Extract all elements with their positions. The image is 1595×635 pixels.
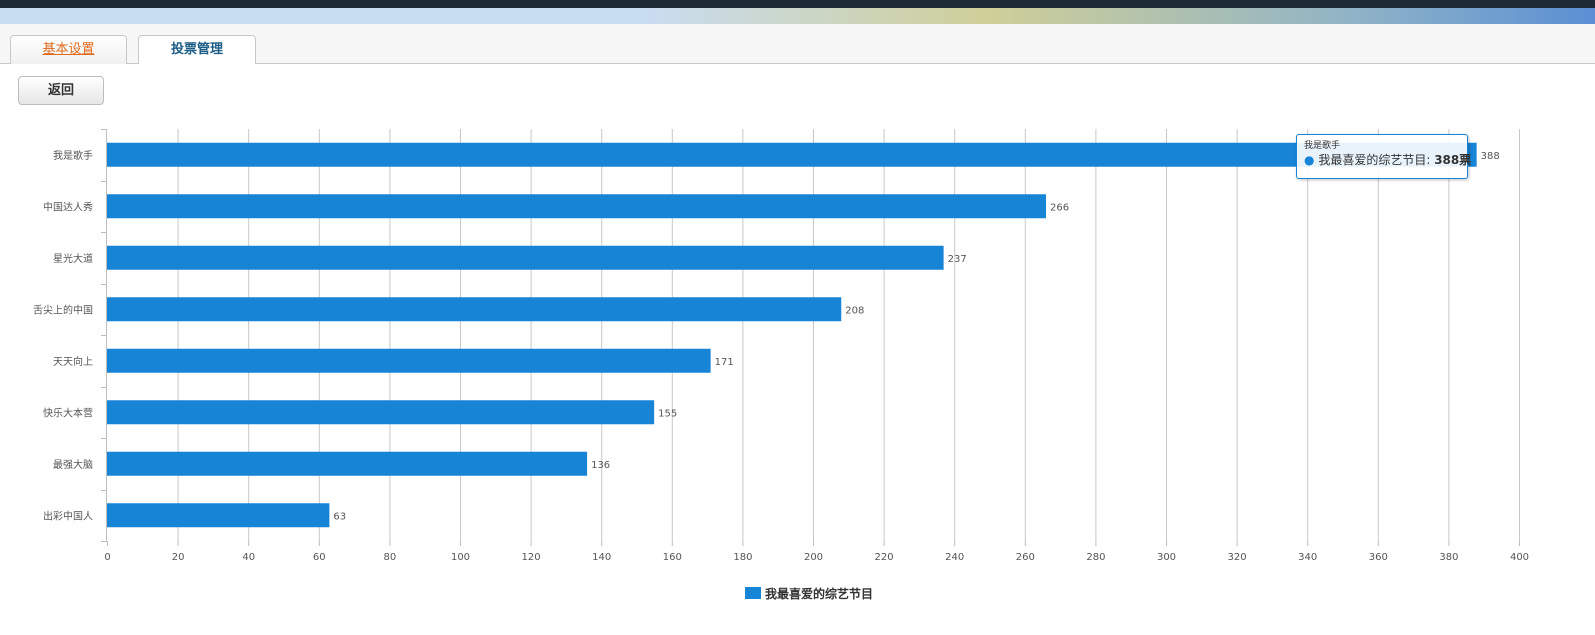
bar [107,451,588,476]
x-tick-label: 320 [1228,552,1247,563]
category-label: 最强大脑 [53,458,93,471]
category-label: 出彩中国人 [43,509,93,522]
x-tick-label: 260 [1016,552,1035,563]
x-tick-label: 160 [663,552,682,563]
x-tick-label: 0 [104,552,110,563]
data-label: 208 [845,305,864,316]
tab-vote-management-label: 投票管理 [170,42,223,57]
x-tick-label: 200 [804,552,823,563]
x-tick-label: 240 [945,552,964,563]
bar [107,142,1477,167]
x-tick-label: 360 [1369,552,1388,563]
bar [107,503,330,528]
x-tick-label: 400 [1510,552,1529,563]
data-label: 171 [715,357,734,368]
x-tick-label: 80 [384,552,397,563]
bar [107,245,944,270]
category-label: 星光大道 [53,252,93,265]
data-label: 155 [658,408,677,419]
tab-vote-management[interactable]: 投票管理 [138,35,256,64]
category-label: 舌尖上的中国 [33,303,93,316]
tooltip-row: ● 我最喜爱的综艺节目: 388票 [1304,152,1471,169]
x-tick-label: 60 [313,552,326,563]
tooltip-marker: ● [1304,153,1315,167]
data-label: 237 [948,254,967,265]
tooltip-series-name: 我最喜爱的综艺节目: [1318,153,1431,167]
bar [107,297,842,322]
category-label: 快乐大本营 [43,406,93,419]
top-header-bar [0,0,1595,8]
x-tick-label: 300 [1157,552,1176,563]
bar [107,348,711,373]
category-label: 中国达人秀 [43,200,93,213]
data-label: 266 [1050,202,1069,213]
x-tick-label: 340 [1298,552,1317,563]
x-tick-label: 280 [1086,552,1105,563]
x-tick-label: 20 [172,552,185,563]
tab-basic-settings-label: 基本设置 [42,42,95,57]
top-banner-gradient [0,8,1595,24]
category-label: 天天向上 [53,355,93,368]
back-button[interactable]: 返回 [18,76,104,105]
data-label: 63 [333,511,346,522]
x-tick-label: 100 [451,552,470,563]
x-tick-label: 40 [242,552,255,563]
x-tick-label: 380 [1439,552,1458,563]
tooltip-value: 388票 [1434,153,1472,167]
category-label: 我是歌手 [53,149,93,162]
data-label: 136 [591,460,610,471]
bar [107,194,1046,219]
legend-swatch [745,587,761,599]
x-tick-label: 120 [522,552,541,563]
x-tick-label: 180 [733,552,752,563]
chart-legend[interactable]: 我最喜爱的综艺节目 [745,586,873,602]
x-tick-label: 140 [592,552,611,563]
legend-label: 我最喜爱的综艺节目 [765,587,874,601]
x-tick-label: 220 [875,552,894,563]
data-label: 388 [1481,151,1500,162]
chart-tooltip: 我是歌手 ● 我最喜爱的综艺节目: 388票 [1296,134,1471,179]
tab-basic-settings[interactable]: 基本设置 [10,35,127,64]
tooltip-category: 我是歌手 [1304,141,1341,151]
bar [107,400,655,425]
tab-bar: 基本设置 投票管理 [0,24,1595,64]
